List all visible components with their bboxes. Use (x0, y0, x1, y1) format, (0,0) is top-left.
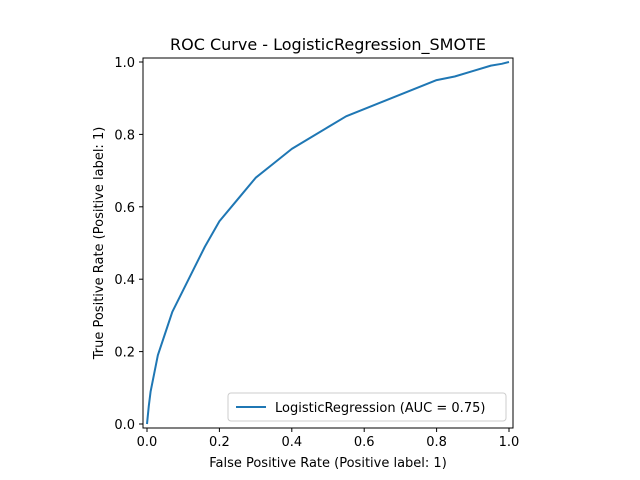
y-tick-label: 0.4 (114, 273, 135, 288)
y-tick-label: 0.6 (114, 201, 135, 216)
y-tick-label: 0.2 (114, 346, 135, 361)
x-tick-label: 0.4 (281, 435, 302, 450)
x-tick-label: 0.6 (354, 435, 375, 450)
x-tick-label: 0.0 (137, 435, 158, 450)
series-layer (146, 61, 510, 425)
y-tick-label: 1.0 (114, 56, 135, 71)
chart-title: ROC Curve - LogisticRegression_SMOTE (170, 35, 486, 55)
roc-curve-line (146, 61, 510, 425)
legend: LogisticRegression (AUC = 0.75) (227, 392, 507, 422)
y-tick-label: 0.0 (114, 418, 135, 433)
x-axis-label: False Positive Rate (Positive label: 1) (209, 456, 447, 471)
x-tick-label: 0.8 (426, 435, 447, 450)
legend-label: LogisticRegression (AUC = 0.75) (275, 401, 485, 416)
x-tick-label: 1.0 (499, 435, 520, 450)
y-axis-ticks: 0.0 0.2 0.4 0.6 0.8 1.0 (114, 56, 143, 433)
x-tick-label: 0.2 (209, 435, 230, 450)
x-axis-ticks: 0.0 0.2 0.4 0.6 0.8 1.0 (137, 428, 520, 450)
y-axis-label: True Positive Rate (Positive label: 1) (92, 127, 107, 361)
y-tick-label: 0.8 (114, 128, 135, 143)
plot-frame (142, 57, 514, 429)
legend-box (227, 392, 507, 422)
